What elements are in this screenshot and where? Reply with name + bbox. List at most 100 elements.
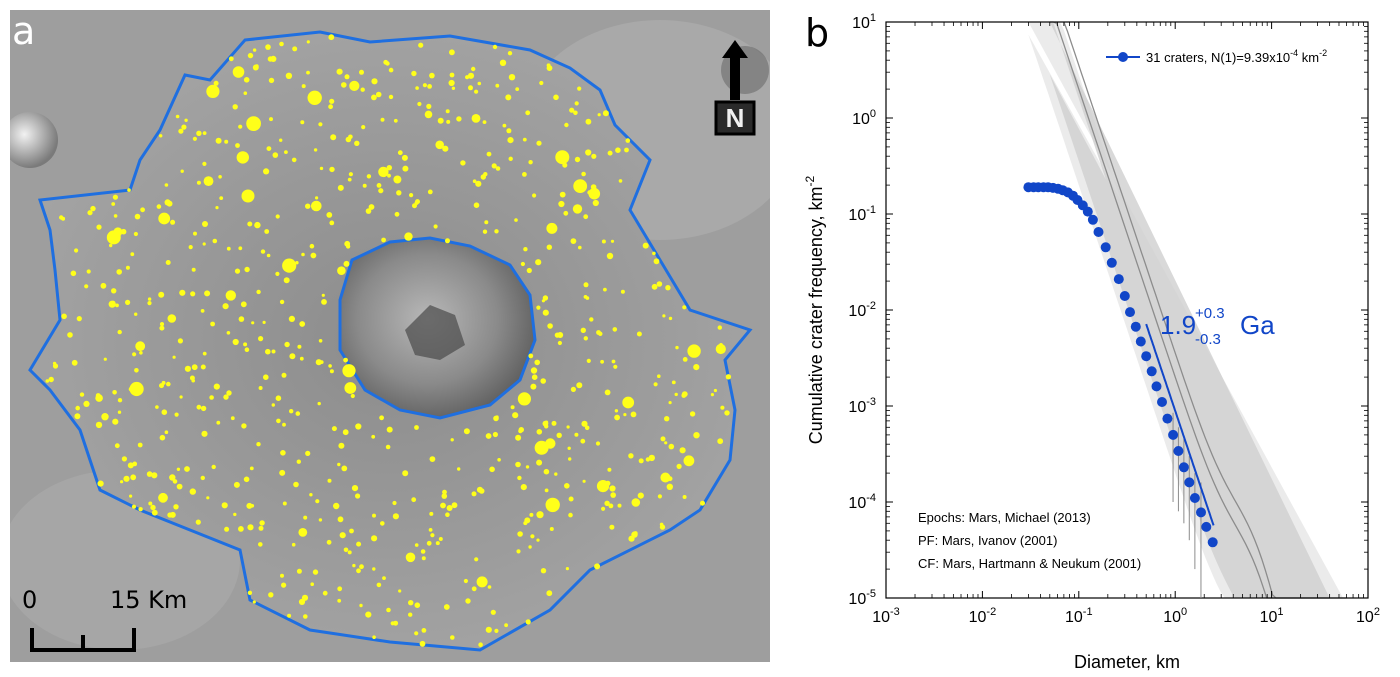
crater-marker [111, 202, 116, 206]
crater-marker [263, 374, 269, 381]
x-axis-label: Diameter, km [1074, 652, 1180, 672]
crater-marker [382, 576, 386, 580]
crater-marker [546, 590, 553, 597]
crater-marker [121, 456, 127, 462]
crater-marker [201, 430, 208, 437]
crater-marker [165, 260, 171, 265]
crater-marker [555, 150, 570, 165]
data-point [1178, 462, 1189, 473]
crater-marker [258, 386, 263, 390]
crater-marker [355, 423, 362, 430]
crater-marker [450, 438, 454, 442]
crater-marker [485, 433, 492, 439]
crater-marker [318, 339, 323, 343]
crater-marker [569, 107, 575, 113]
crater-marker [608, 503, 614, 509]
crater-marker [526, 267, 532, 274]
crater-marker [315, 499, 320, 504]
crater-marker [651, 283, 658, 290]
crater-marker [605, 480, 611, 486]
crater-marker [414, 543, 419, 547]
crater-marker [528, 545, 532, 549]
crater-marker [591, 153, 597, 159]
crater-marker [418, 42, 424, 48]
crater-marker [477, 81, 482, 86]
crater-marker [435, 140, 445, 150]
crater-marker [303, 515, 308, 520]
scale-bar [30, 628, 136, 652]
crater-marker [536, 538, 540, 542]
crater-marker [476, 576, 488, 588]
crater-marker [414, 602, 421, 608]
crater-marker [653, 258, 660, 265]
crater-marker [623, 413, 627, 417]
crater-marker [271, 349, 276, 354]
crater-marker [398, 589, 402, 593]
crater-marker [451, 502, 458, 509]
crater-marker [337, 516, 344, 523]
crater-marker [388, 67, 394, 73]
data-point [1106, 257, 1117, 268]
crater-marker [445, 238, 450, 244]
crater-marker [557, 332, 564, 338]
crater-marker [592, 199, 599, 207]
crater-marker [146, 471, 153, 477]
crater-marker [666, 483, 673, 490]
crater-marker [585, 118, 592, 125]
crater-marker [266, 253, 271, 258]
crater-marker [558, 200, 565, 208]
crater-marker [507, 137, 514, 144]
crater-marker [200, 405, 207, 412]
crater-marker [693, 432, 700, 439]
crater-marker [61, 313, 67, 320]
crater-marker [74, 413, 81, 420]
crater-marker [322, 590, 328, 596]
crater-marker [536, 429, 543, 435]
crater-marker [329, 220, 335, 226]
crater-marker [179, 289, 186, 296]
crater-marker [449, 72, 455, 78]
crater-size-frequency-chart: 10-3 10-2 10-1 100 101 102 10-5 10-4 10-3 10-2 10-… [790, 0, 1400, 677]
crater-markers [45, 34, 732, 647]
crater-marker [150, 504, 156, 511]
crater-marker [422, 83, 427, 88]
crater-marker [202, 242, 206, 246]
crater-marker [111, 288, 117, 294]
crater-marker [306, 70, 310, 75]
crater-marker [125, 299, 131, 305]
crater-marker [147, 297, 152, 301]
crater-marker [293, 481, 299, 488]
crater-marker [573, 179, 588, 194]
crater-marker [356, 568, 361, 574]
crater-marker [656, 281, 663, 287]
crater-marker [662, 314, 666, 318]
data-point [1189, 493, 1200, 503]
crater-marker [112, 194, 118, 200]
crater-marker [280, 573, 284, 578]
crater-marker [155, 405, 159, 409]
crater-marker [268, 77, 275, 84]
crater-marker [491, 163, 497, 169]
crater-marker [45, 379, 50, 383]
crater-marker [348, 172, 353, 177]
crater-marker [589, 317, 594, 322]
crater-marker [313, 148, 318, 152]
crater-marker [471, 491, 477, 497]
crater-marker [196, 404, 202, 410]
crater-marker [216, 420, 221, 425]
crater-marker [546, 65, 553, 71]
crater-marker [601, 506, 606, 511]
crater-marker [206, 496, 210, 500]
crater-marker [495, 166, 501, 171]
crater-marker [359, 603, 363, 608]
crater-marker [620, 289, 625, 294]
crater-marker [583, 214, 589, 220]
crater-marker [219, 196, 224, 201]
crater-marker [333, 502, 340, 510]
crater-marker [471, 66, 476, 72]
crater-marker [202, 351, 207, 356]
crater-marker [95, 394, 103, 402]
crater-marker [531, 374, 538, 381]
map-panel: N [10, 10, 770, 662]
crater-marker [360, 87, 365, 92]
